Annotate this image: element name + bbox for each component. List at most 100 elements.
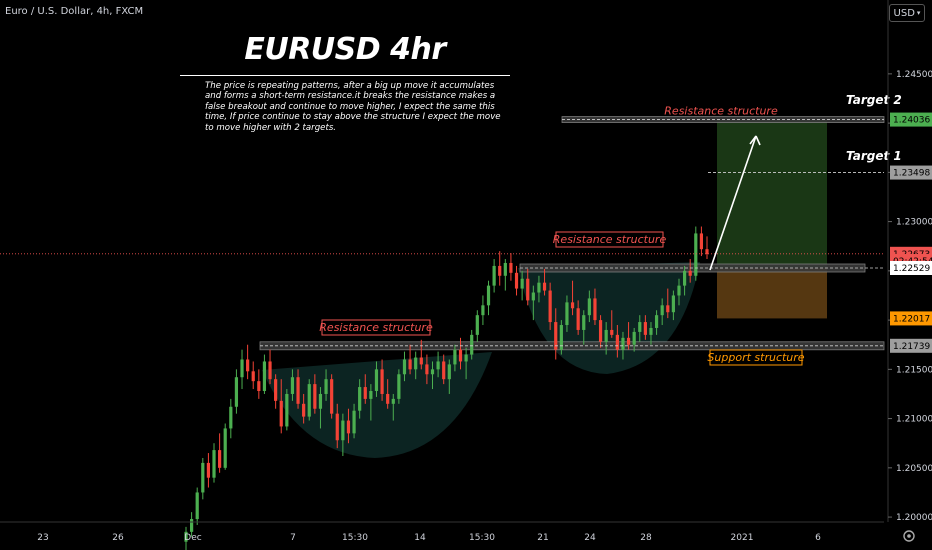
price-tag-box [890,260,932,275]
candle-body [425,364,429,375]
candle-body [223,428,227,468]
x-tick-label: 28 [640,533,652,543]
candle-body [257,381,261,392]
x-tick-label: 23 [37,533,48,543]
candle-body [391,398,395,404]
candle-body [285,393,289,427]
price-tag-label: 1.24036 [893,116,930,126]
candle-body [195,492,199,520]
candle-body [705,249,709,255]
settings-gear-icon[interactable] [903,530,915,542]
candle-body [688,270,692,276]
y-tick-label: 1.23000 [896,218,932,228]
candle-body [632,331,636,345]
x-tick-label: 7 [290,533,296,543]
candle-body [290,377,295,394]
label-target2: Target 2 [846,93,902,107]
candle-body [671,295,675,313]
currency-label: USD [893,7,915,19]
label-resistance-left-text: Resistance structure [319,321,433,334]
candle-body [458,349,463,362]
candle-body [234,377,239,407]
candle-body [184,531,188,542]
candle-body [470,334,474,355]
candle-body [593,298,597,321]
candle-body [358,387,362,411]
x-tick-label: 2021 [731,533,754,543]
candle-body [570,302,575,309]
candle-body [699,233,703,250]
price-tag-label: 1.21739 [893,342,930,352]
candle-body [374,369,379,392]
candle-body [638,322,642,332]
candle-body [682,270,687,286]
candle-body [363,387,367,399]
candle-body [346,420,351,434]
cup-pattern-right [518,262,700,374]
candle-body [240,359,244,378]
candle-body [660,305,664,316]
arrow-head-icon [749,135,761,146]
candle-body [330,379,334,414]
candle-body [453,349,457,365]
x-tick-label: 6 [815,533,821,543]
time-axis[interactable]: 23 26 Dec 7 15:30 14 15:30 21 24 28 2021 6 [0,521,915,543]
candle-body [626,337,631,345]
candle-body [380,369,384,394]
candle-body [615,334,619,350]
candle-body [492,265,496,286]
stop-zone [717,267,827,319]
currency-selector[interactable]: USD ▾ [889,4,925,22]
symbol-header: Euro / U.S. Dollar, 4h, FXCM [5,6,144,17]
candle-body [447,364,451,380]
projection-arrow [709,135,757,271]
label-resistance-mid: Resistance structure [553,231,667,248]
candle-body [352,410,356,434]
y-tick-label: 1.21000 [896,415,932,425]
price-axis[interactable]: 1.245001.240001.235001.230001.225001.220… [887,0,932,523]
candle-body [481,305,485,316]
y-tick-label: 1.20500 [896,464,932,474]
candle-body [464,354,468,362]
candle-body [206,462,211,478]
candle-body [318,393,323,409]
candle-body [218,450,222,468]
candle-body [509,262,513,273]
price-tag-box [890,338,932,353]
candle-body [296,377,300,404]
label-resistance-mid-text: Resistance structure [553,233,667,246]
candle-body [587,298,591,316]
candle-body [514,272,519,289]
candle-body [369,391,373,399]
candle-body [520,278,524,289]
candle-body [274,379,278,401]
label-resistance-left: Resistance structure [319,319,433,336]
candle-body [201,462,205,493]
candle-body [229,406,233,429]
y-tick-label: 1.20000 [896,513,932,523]
price-tag-box [890,112,932,127]
candle-body [537,282,541,293]
label-resistance-left-frame [321,319,431,336]
label-resistance-top-text: Resistance structure [664,105,778,118]
annotation-description: The price is repeating patterns, after a… [205,81,501,133]
candle-body [408,359,412,370]
x-tick-label: 21 [537,533,548,543]
x-tick-label: 24 [584,533,596,543]
candle-body [212,450,216,478]
overlay-layer: Resistance structure Resistance structure… [0,93,902,366]
candle-body [649,327,653,335]
x-tick-label: 15:30 [342,533,368,543]
label-support: Support structure [707,349,805,366]
candle-body [414,357,418,370]
candle-body [246,359,250,372]
candle-body [442,361,446,380]
candle-body [694,233,698,276]
candle-body [279,400,283,427]
candle-body [598,320,603,342]
candle-body [604,329,608,342]
candle-body [262,361,267,392]
candle-body [436,361,440,370]
candle-body [666,305,670,313]
